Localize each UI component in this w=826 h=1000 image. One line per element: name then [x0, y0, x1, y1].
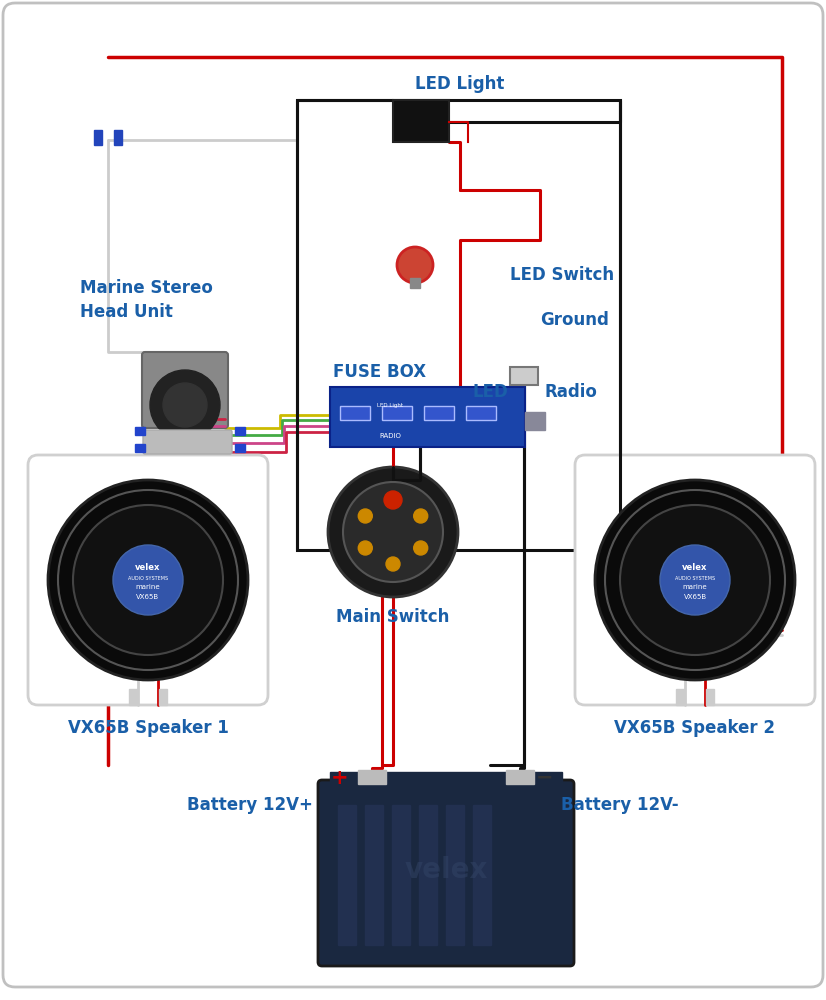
- Text: VX65B: VX65B: [136, 594, 159, 600]
- Text: AUDIO SYSTEMS: AUDIO SYSTEMS: [128, 576, 168, 580]
- Circle shape: [414, 509, 428, 523]
- FancyBboxPatch shape: [143, 430, 232, 454]
- Bar: [473, 805, 491, 945]
- Bar: [365, 805, 383, 945]
- Text: Main Switch: Main Switch: [336, 608, 449, 626]
- Text: VX65B Speaker 2: VX65B Speaker 2: [615, 719, 776, 737]
- Circle shape: [113, 545, 183, 615]
- Circle shape: [386, 557, 400, 571]
- Bar: [525, 412, 545, 430]
- Text: RADIO: RADIO: [379, 433, 401, 439]
- Text: LED: LED: [472, 383, 508, 401]
- Bar: [393, 100, 449, 142]
- Bar: [330, 772, 562, 786]
- Text: Battery 12V+: Battery 12V+: [187, 796, 313, 814]
- Bar: [510, 367, 538, 385]
- Circle shape: [358, 509, 373, 523]
- Bar: [235, 444, 245, 452]
- Circle shape: [384, 491, 402, 509]
- Circle shape: [150, 370, 220, 440]
- Bar: [410, 278, 420, 288]
- Text: Marine Stereo
Head Unit: Marine Stereo Head Unit: [80, 279, 213, 321]
- Bar: [135, 444, 145, 452]
- Bar: [94, 130, 102, 145]
- Bar: [340, 406, 370, 420]
- Bar: [424, 406, 454, 420]
- FancyBboxPatch shape: [142, 352, 228, 428]
- Bar: [114, 130, 122, 145]
- Bar: [358, 770, 386, 784]
- Bar: [338, 805, 356, 945]
- Text: −: −: [536, 768, 553, 788]
- Bar: [506, 770, 534, 784]
- Text: LED Light: LED Light: [415, 75, 505, 93]
- FancyBboxPatch shape: [28, 455, 268, 705]
- Bar: [330, 387, 525, 447]
- Text: marine: marine: [682, 584, 707, 590]
- Circle shape: [328, 467, 458, 597]
- Bar: [129, 689, 137, 705]
- FancyBboxPatch shape: [3, 3, 823, 987]
- Bar: [676, 689, 684, 705]
- Circle shape: [358, 541, 373, 555]
- Bar: [419, 805, 437, 945]
- Bar: [159, 689, 167, 705]
- FancyBboxPatch shape: [318, 780, 574, 966]
- Circle shape: [73, 505, 223, 655]
- Circle shape: [48, 480, 248, 680]
- Text: Ground: Ground: [540, 311, 609, 329]
- Bar: [466, 406, 496, 420]
- FancyBboxPatch shape: [575, 455, 815, 705]
- Circle shape: [620, 505, 770, 655]
- Bar: [235, 427, 245, 435]
- Text: velex: velex: [404, 856, 487, 884]
- Bar: [446, 805, 464, 945]
- Text: velex: velex: [135, 564, 161, 572]
- Text: LED Switch: LED Switch: [510, 266, 614, 284]
- Circle shape: [386, 493, 400, 507]
- Circle shape: [163, 383, 207, 427]
- Circle shape: [414, 541, 428, 555]
- Text: LED Light: LED Light: [377, 402, 403, 408]
- Bar: [392, 805, 410, 945]
- Text: Battery 12V-: Battery 12V-: [561, 796, 679, 814]
- Circle shape: [397, 247, 433, 283]
- Circle shape: [595, 480, 795, 680]
- Text: velex: velex: [682, 564, 708, 572]
- Text: marine: marine: [135, 584, 160, 590]
- Bar: [135, 427, 145, 435]
- Text: +: +: [331, 768, 349, 788]
- Bar: [382, 406, 412, 420]
- Text: VX65B: VX65B: [683, 594, 706, 600]
- Bar: [706, 689, 714, 705]
- Text: FUSE BOX: FUSE BOX: [334, 363, 426, 381]
- Text: Radio: Radio: [545, 383, 598, 401]
- Circle shape: [660, 545, 730, 615]
- Text: VX65B Speaker 1: VX65B Speaker 1: [68, 719, 229, 737]
- Circle shape: [343, 482, 443, 582]
- Text: AUDIO SYSTEMS: AUDIO SYSTEMS: [675, 576, 715, 580]
- Text: velex: velex: [91, 406, 735, 614]
